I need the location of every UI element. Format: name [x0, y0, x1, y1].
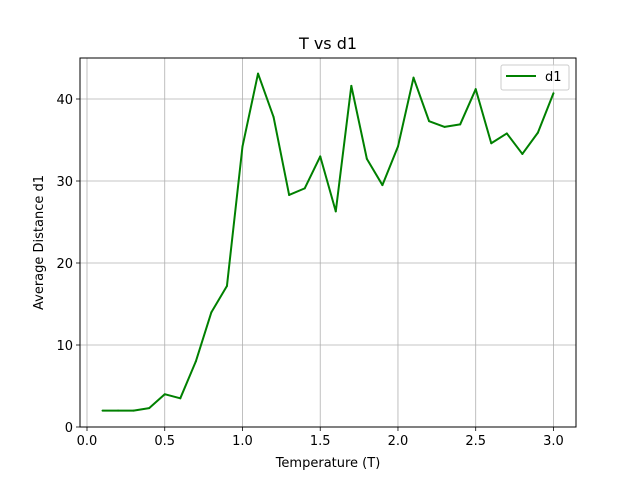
data-point — [505, 132, 508, 135]
data-point — [148, 407, 151, 410]
data-point — [132, 409, 135, 412]
y-tick-label: 10 — [56, 339, 73, 354]
data-point — [428, 120, 431, 123]
data-point — [257, 72, 260, 75]
data-point — [225, 284, 228, 287]
legend: d1 — [500, 64, 570, 91]
data-point — [117, 409, 120, 412]
x-axis-label: Temperature (T) — [275, 456, 381, 471]
data-point — [303, 187, 306, 190]
data-point — [365, 157, 368, 160]
x-tick-label: 0.0 — [77, 434, 98, 449]
x-tick-label: 1.5 — [310, 434, 331, 449]
plot-area-frame — [79, 57, 577, 428]
data-point — [350, 84, 353, 87]
data-point — [163, 393, 166, 396]
data-point — [319, 155, 322, 158]
x-tick-label: 0.5 — [154, 434, 175, 449]
y-axis-label: Average Distance d1 — [32, 175, 47, 310]
x-tick-label: 3.0 — [543, 434, 564, 449]
data-point — [412, 76, 415, 79]
data-point — [459, 123, 462, 126]
data-point — [179, 397, 182, 400]
y-tick-label: 20 — [56, 257, 73, 272]
data-point — [241, 145, 244, 148]
x-tick-label: 1.0 — [232, 434, 253, 449]
data-point — [210, 311, 213, 314]
data-point — [288, 193, 291, 196]
data-point — [443, 125, 446, 128]
data-point — [536, 131, 539, 134]
data-point — [490, 142, 493, 145]
data-point — [334, 210, 337, 213]
x-tick-label: 2.5 — [465, 434, 486, 449]
data-point — [194, 360, 197, 363]
series-layer — [101, 72, 555, 412]
legend-box — [500, 64, 570, 91]
series-line-d1 — [102, 72, 555, 412]
data-point — [396, 145, 399, 148]
data-point — [474, 88, 477, 91]
data-point — [101, 409, 104, 412]
y-tick-label: 30 — [56, 175, 73, 190]
legend-label-d1: d1 — [545, 70, 562, 85]
data-point — [381, 184, 384, 187]
data-point — [552, 92, 555, 95]
y-tick-label: 40 — [56, 93, 73, 108]
x-axis-ticks: 0.0 0.5 1.0 1.5 2.0 2.5 3.0 — [77, 427, 564, 449]
y-axis-ticks: 0 10 20 30 40 — [56, 93, 80, 436]
chart-title: T vs d1 — [298, 34, 357, 53]
data-point — [521, 152, 524, 155]
x-tick-label: 2.0 — [388, 434, 409, 449]
data-point — [272, 116, 275, 119]
y-tick-label: 0 — [65, 421, 73, 436]
